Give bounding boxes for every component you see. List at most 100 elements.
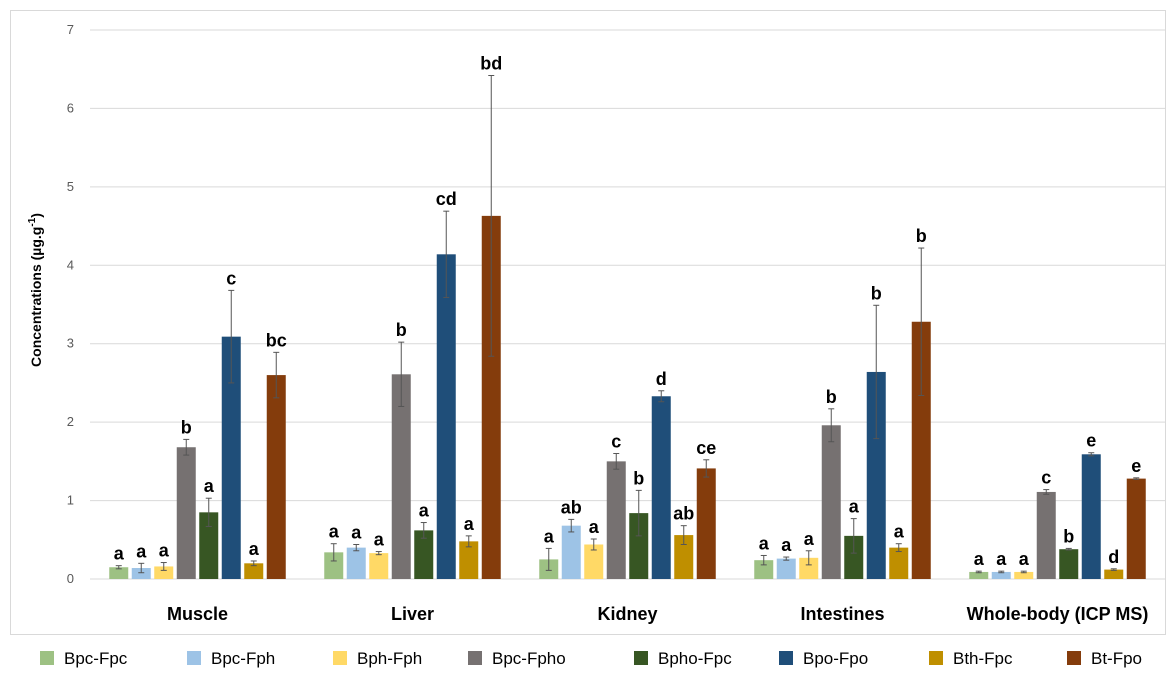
legend-item: Bpc-Fpc xyxy=(40,649,128,668)
significance-label: a xyxy=(849,497,860,517)
bar xyxy=(436,254,456,579)
significance-label: a xyxy=(1019,549,1030,569)
bar xyxy=(1126,478,1146,579)
significance-label: b xyxy=(396,320,407,340)
legend-label: Bpc-Fpc xyxy=(64,649,128,668)
significance-label: a xyxy=(804,529,815,549)
significance-label: a xyxy=(249,539,260,559)
bar xyxy=(844,535,864,579)
significance-label: d xyxy=(656,369,667,389)
bar xyxy=(1081,454,1101,579)
bar xyxy=(221,336,241,579)
legend-swatch xyxy=(779,651,793,665)
legend-item: Bpho-Fpc xyxy=(634,649,732,668)
legend-swatch xyxy=(929,651,943,665)
significance-label: a xyxy=(996,549,1007,569)
significance-label: ce xyxy=(696,438,716,458)
significance-label: a xyxy=(329,522,340,542)
bar xyxy=(369,553,389,579)
significance-label: b xyxy=(916,226,927,246)
significance-label: c xyxy=(611,432,621,452)
bar xyxy=(911,321,931,579)
bar xyxy=(696,468,716,579)
bar xyxy=(1104,569,1124,579)
bar xyxy=(584,544,604,579)
legend-swatch xyxy=(468,651,482,665)
y-axis-ticks: 0 1 2 3 4 5 6 7 xyxy=(67,22,74,586)
significance-label: bc xyxy=(266,330,287,350)
bar xyxy=(154,566,174,579)
x-category-label: Kidney xyxy=(597,604,657,624)
legend-item: Bpo-Fpo xyxy=(779,649,868,668)
significance-label: cd xyxy=(436,189,457,209)
bar xyxy=(109,567,129,579)
significance-label: d xyxy=(1108,547,1119,567)
bar xyxy=(821,425,841,579)
x-axis-categories: Muscle Liver Kidney Intestines Whole-body (I… xyxy=(167,604,1148,624)
significance-label: b xyxy=(871,283,882,303)
significance-label: b xyxy=(181,417,192,437)
legend-label: Bth-Fpc xyxy=(953,649,1013,668)
y-tick-label: 2 xyxy=(67,414,74,429)
significance-label: b xyxy=(633,468,644,488)
x-category-label: Muscle xyxy=(167,604,228,624)
y-tick-label: 4 xyxy=(67,257,74,272)
legend-label: Bpc-Fph xyxy=(211,649,275,668)
significance-label: ab xyxy=(561,497,582,517)
bar xyxy=(1059,549,1079,579)
bar xyxy=(176,447,196,579)
significance-label: a xyxy=(204,476,215,496)
bar xyxy=(866,371,886,579)
bar xyxy=(991,571,1011,579)
bar xyxy=(199,512,219,579)
legend-label: Bpc-Fpho xyxy=(492,649,566,668)
bar xyxy=(244,563,264,579)
significance-label: ab xyxy=(673,504,694,524)
bar xyxy=(131,568,151,579)
significance-label: a xyxy=(894,522,905,542)
significance-label: c xyxy=(1041,468,1051,488)
chart-frame xyxy=(10,10,1166,635)
legend-item: Bpc-Fpho xyxy=(468,649,566,668)
significance-label: a xyxy=(759,533,770,553)
legend-item: Bt-Fpo xyxy=(1067,649,1142,668)
legend-label: Bt-Fpo xyxy=(1091,649,1142,668)
significance-label: b xyxy=(826,387,837,407)
x-category-label: Whole-body (ICP MS) xyxy=(967,604,1149,624)
y-tick-label: 7 xyxy=(67,22,74,37)
bar xyxy=(799,557,819,579)
legend-label: Bpo-Fpo xyxy=(803,649,868,668)
legend: Bpc-Fpc Bpc-Fph Bph-Fph Bpc-Fpho Bpho-Fpc Bpo… xyxy=(40,649,1142,668)
bar xyxy=(481,215,501,579)
significance-label: a xyxy=(464,514,475,534)
bar xyxy=(776,558,796,579)
bars xyxy=(109,215,1146,579)
bar xyxy=(391,374,411,579)
legend-item: Bpc-Fph xyxy=(187,649,275,668)
bar xyxy=(414,530,434,579)
bar xyxy=(969,571,989,579)
significance-label: c xyxy=(226,268,236,288)
y-tick-label: 0 xyxy=(67,571,74,586)
significance-label: b xyxy=(1063,526,1074,546)
legend-label: Bpho-Fpc xyxy=(658,649,732,668)
y-tick-label: 5 xyxy=(67,179,74,194)
bar xyxy=(561,525,581,579)
gridlines xyxy=(90,29,1165,580)
bar xyxy=(266,375,286,579)
significance-label: a xyxy=(114,544,125,564)
legend-swatch xyxy=(634,651,648,665)
bar xyxy=(754,560,774,579)
significance-label: a xyxy=(974,549,985,569)
bar xyxy=(1036,491,1056,579)
legend-label: Bph-Fph xyxy=(357,649,422,668)
legend-item: Bph-Fph xyxy=(333,649,422,668)
legend-swatch xyxy=(40,651,54,665)
bar xyxy=(889,547,909,579)
significance-label: a xyxy=(419,501,430,521)
significance-label: e xyxy=(1131,456,1141,476)
significance-label: a xyxy=(159,541,170,561)
error-bars xyxy=(115,74,1140,574)
x-category-label: Liver xyxy=(391,604,434,624)
